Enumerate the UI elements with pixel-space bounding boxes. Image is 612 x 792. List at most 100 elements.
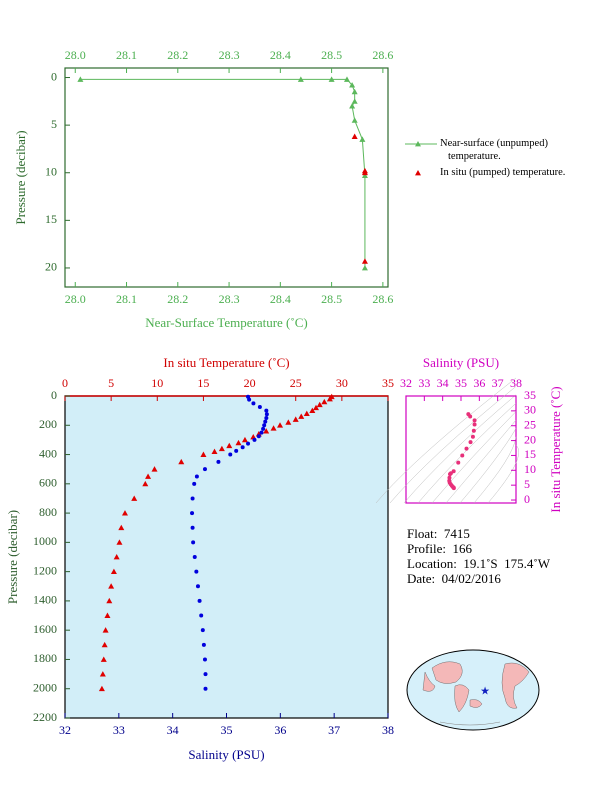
x2-tick-label: 30 — [336, 376, 348, 390]
y-tick-label: 2000 — [33, 680, 57, 694]
marker — [99, 671, 106, 677]
map-land — [454, 684, 470, 713]
x-tick-label: 34 — [167, 723, 179, 737]
marker — [121, 510, 128, 516]
map-land — [469, 699, 483, 708]
x-tick-label: 28.2 — [167, 48, 188, 62]
marker — [277, 422, 284, 428]
x-tick-label: 28.1 — [116, 48, 137, 62]
marker — [203, 686, 208, 691]
marker — [448, 472, 452, 477]
x-tick-label: 28.4 — [270, 292, 291, 306]
marker — [328, 76, 335, 82]
info-line: Location: 19.1˚S 175.4˚W — [407, 556, 550, 571]
y-tick-label: 1400 — [33, 593, 57, 607]
x-tick-label: 28.3 — [219, 48, 240, 62]
legend-entry: In situ (pumped) temperature. — [440, 167, 566, 178]
legend-marker — [415, 170, 421, 176]
marker — [218, 445, 225, 452]
x2-tick-label: 20 — [244, 376, 256, 390]
marker — [178, 458, 185, 465]
x-tick-label: 28.3 — [219, 292, 240, 306]
y-axis-title: In situ Temperature (˚C) — [548, 386, 563, 512]
x-tick-label: 28.4 — [270, 48, 291, 62]
marker — [460, 453, 465, 458]
marker — [472, 418, 477, 423]
x-axis-title: Near-Surface Temperature (˚C) — [145, 315, 307, 330]
contour — [403, 394, 517, 504]
contour — [375, 377, 517, 504]
marker — [316, 401, 323, 408]
y-tick-label: 20 — [524, 432, 536, 446]
marker — [192, 481, 197, 486]
x2-axis-title: In situ Temperature (˚C) — [163, 355, 289, 370]
marker — [264, 412, 269, 417]
marker — [256, 434, 261, 439]
y-tick-label: 30 — [524, 403, 536, 417]
x2-tick-label: 5 — [108, 376, 114, 390]
y-axis-title: Pressure (decibar) — [13, 130, 28, 224]
marker — [131, 495, 138, 501]
marker — [361, 172, 368, 178]
marker — [309, 407, 316, 414]
x-tick-label: 28.5 — [321, 292, 342, 306]
marker — [110, 568, 117, 575]
x-tick-label: 33 — [418, 376, 430, 390]
marker — [203, 672, 208, 677]
marker — [361, 258, 368, 264]
plot-area — [64, 395, 389, 719]
marker — [235, 439, 242, 446]
x-tick-label: 34 — [437, 376, 449, 390]
marker — [200, 451, 207, 457]
marker — [101, 641, 108, 648]
marker — [241, 436, 248, 443]
x2-tick-label: 25 — [290, 376, 302, 390]
marker — [298, 413, 305, 419]
marker — [257, 404, 262, 409]
marker — [200, 628, 205, 633]
x-tick-label: 28.1 — [116, 292, 137, 306]
contour — [389, 386, 517, 504]
marker — [470, 434, 475, 439]
marker — [351, 98, 358, 104]
y-tick-label: 1000 — [33, 534, 57, 548]
marker — [351, 117, 358, 123]
map-land — [422, 671, 436, 692]
marker — [228, 452, 233, 457]
plot-frame — [64, 67, 389, 288]
marker — [145, 473, 152, 479]
marker — [116, 539, 123, 545]
marker — [264, 415, 269, 420]
marker — [190, 525, 195, 530]
marker — [195, 584, 200, 589]
y-tick-label: 35 — [524, 388, 536, 402]
marker — [447, 475, 452, 480]
x2-tick-label: 15 — [197, 376, 209, 390]
marker — [351, 133, 358, 139]
contour — [487, 445, 520, 504]
marker — [468, 440, 473, 445]
marker — [191, 540, 196, 545]
marker — [108, 583, 115, 589]
marker — [313, 404, 320, 411]
y-tick-label: 15 — [524, 447, 536, 461]
x-tick-label: 28.2 — [167, 292, 188, 306]
marker — [192, 555, 197, 559]
marker — [199, 613, 204, 618]
y-tick-label: 600 — [39, 476, 57, 490]
legend-entry: Near-surface (unpumped) temperature. — [440, 138, 548, 162]
marker — [201, 642, 206, 647]
marker — [321, 398, 328, 405]
marker — [100, 656, 107, 662]
marker — [264, 408, 269, 413]
y-tick-label: 5 — [51, 117, 57, 131]
map-land — [501, 662, 530, 709]
marker — [151, 466, 158, 472]
marker — [343, 76, 350, 82]
marker — [351, 88, 358, 95]
y-tick-label: 15 — [45, 212, 57, 226]
marker — [226, 442, 233, 449]
marker — [202, 657, 207, 662]
marker — [202, 467, 207, 472]
y-tick-label: 400 — [39, 446, 57, 460]
